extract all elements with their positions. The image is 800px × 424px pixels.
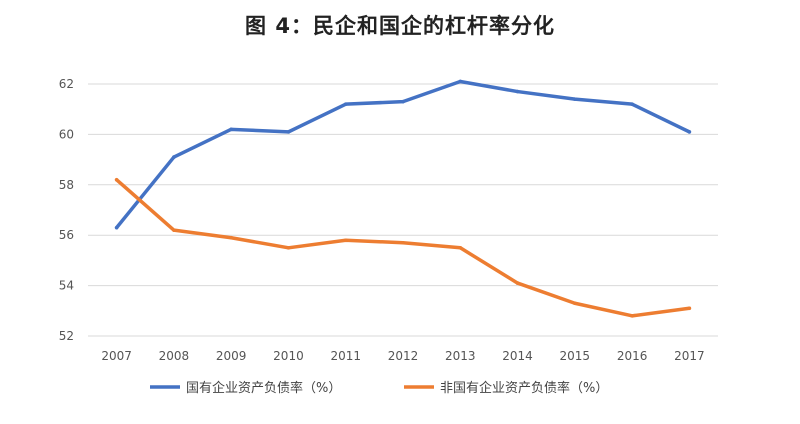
data-point — [401, 99, 405, 104]
data-point — [515, 281, 520, 285]
data-point — [286, 130, 291, 134]
legend-label-2: 非国有企业资产负债率（%） — [440, 380, 608, 396]
data-point — [687, 130, 692, 134]
y-tick-label: 56 — [59, 228, 74, 242]
data-point — [687, 306, 692, 311]
data-point — [114, 177, 119, 182]
x-tick-label: 2013 — [445, 349, 476, 363]
data-point — [114, 225, 119, 230]
series-line-2 — [114, 178, 692, 318]
legend-label-1: 国有企业资产负债率（%） — [186, 380, 341, 396]
data-point — [630, 102, 634, 106]
x-tick-label: 2012 — [388, 349, 419, 363]
data-point — [229, 127, 233, 132]
x-tick-label: 2010 — [273, 349, 304, 363]
data-point — [573, 97, 577, 101]
x-tick-label: 2016 — [617, 349, 648, 363]
data-point — [286, 246, 291, 250]
y-tick-label: 62 — [59, 77, 74, 91]
y-tick-label: 54 — [59, 279, 74, 293]
data-point — [229, 235, 233, 240]
data-point — [343, 102, 348, 106]
x-tick-label: 2008 — [159, 349, 190, 363]
y-tick-label: 58 — [59, 178, 74, 192]
x-tick-label: 2007 — [101, 349, 132, 363]
data-point — [515, 89, 520, 94]
data-point — [458, 246, 463, 250]
x-tick-label: 2015 — [560, 349, 591, 363]
data-point — [172, 155, 176, 159]
data-point — [401, 240, 405, 245]
x-tick-label: 2009 — [216, 349, 247, 363]
data-point — [172, 228, 176, 232]
y-tick-label: 60 — [59, 127, 74, 141]
y-tick-label: 52 — [59, 329, 74, 343]
data-point — [458, 79, 463, 84]
x-tick-label: 2014 — [502, 349, 533, 363]
data-point — [343, 238, 348, 243]
x-tick-label: 2017 — [674, 349, 705, 363]
x-tick-label: 2011 — [330, 349, 361, 363]
data-point — [630, 314, 634, 318]
data-point — [573, 301, 577, 306]
chart-title: 图 4：民企和国企的杠杆率分化 — [245, 14, 555, 38]
